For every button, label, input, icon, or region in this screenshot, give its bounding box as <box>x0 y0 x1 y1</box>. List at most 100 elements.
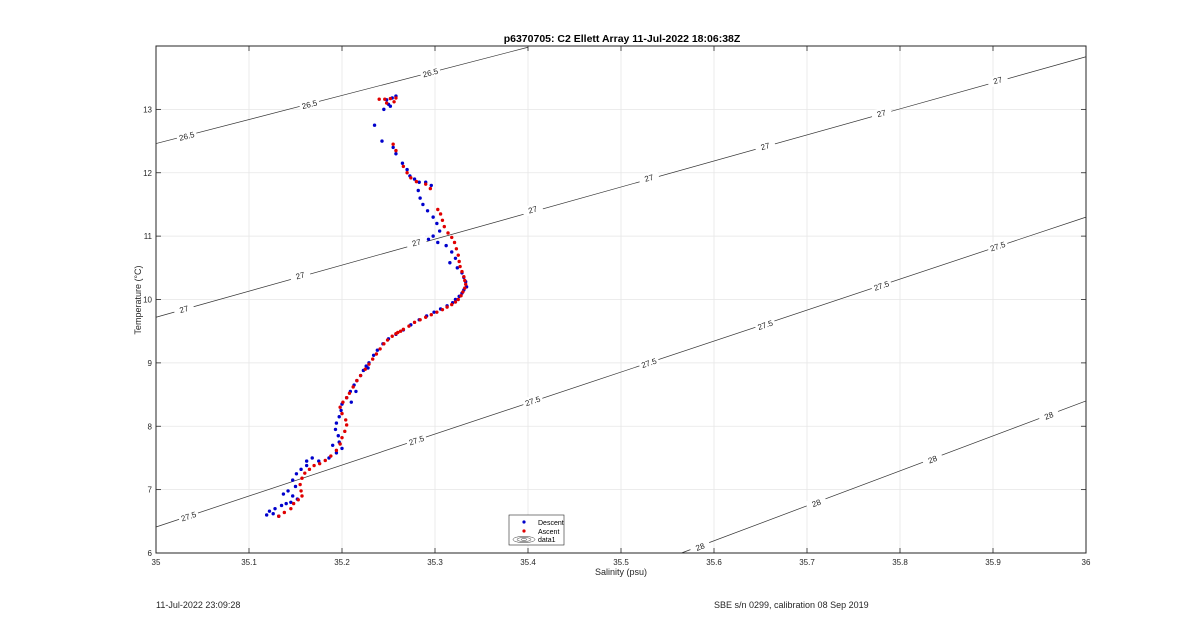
descent-point <box>375 348 380 352</box>
ascent-point <box>453 300 458 304</box>
isopycnal-label-bg <box>870 277 893 294</box>
ascent-point <box>296 498 300 502</box>
ascent-point <box>351 385 355 389</box>
descent-point <box>391 145 395 150</box>
grid <box>155 46 1087 554</box>
ascent-point <box>428 186 433 191</box>
isopycnal-label-bg <box>1037 407 1060 424</box>
descent-point <box>354 389 358 394</box>
data-points <box>264 94 469 518</box>
legend-ascent-label: Ascent <box>538 529 559 536</box>
descent-point <box>388 104 393 108</box>
ascent-point <box>463 286 467 290</box>
ascent-point <box>289 506 293 511</box>
isopycnal-label-bg <box>921 451 944 468</box>
x-tick-label: 35.6 <box>706 558 722 567</box>
descent-point <box>284 501 288 506</box>
descent-point <box>331 443 335 447</box>
descent-point <box>400 161 405 165</box>
descent-point <box>371 353 376 357</box>
descent-point <box>273 506 277 511</box>
isopycnal-label-bg <box>405 234 428 250</box>
ascent-point <box>383 97 387 101</box>
descent-point <box>334 421 339 425</box>
ascent-point <box>442 224 446 229</box>
ascent-point <box>460 269 464 274</box>
descent-point <box>372 123 377 127</box>
ascent-point <box>378 347 382 351</box>
descent-point <box>333 427 338 432</box>
ascent-point <box>377 97 381 101</box>
ascent-point <box>424 182 428 186</box>
ascent-point <box>458 264 462 269</box>
isopycnal-line <box>155 56 1087 318</box>
ascent-point <box>459 293 463 298</box>
ascent-point <box>429 313 433 317</box>
descent-point <box>336 434 340 438</box>
ascent-point <box>407 324 411 328</box>
y-tick-label: 7 <box>148 486 153 495</box>
ascent-point <box>338 405 342 409</box>
ascent-point <box>390 334 394 338</box>
isopycnal-label-bg <box>805 494 828 512</box>
isopycnal-label-bg <box>870 105 893 121</box>
descent-point <box>349 400 353 404</box>
y-tick-label: 12 <box>143 169 152 178</box>
ascent-point <box>303 471 307 475</box>
ascent-point <box>401 164 406 169</box>
isopycnal-label: 27 <box>411 237 423 248</box>
y-tick-label: 6 <box>148 549 153 558</box>
ascent-point <box>405 171 409 175</box>
isopycnal-label-bg <box>419 65 442 80</box>
descent-point <box>267 509 272 513</box>
descent-point <box>286 489 290 493</box>
descent-point <box>432 310 436 314</box>
isopycnal-label-bg <box>637 354 660 371</box>
isopycnal-label: 27 <box>179 304 191 315</box>
isopycnal-label: 27 <box>295 270 307 281</box>
isopycnal-line <box>681 400 1087 554</box>
ascent-point <box>300 494 304 498</box>
isopycnal-label: 28 <box>927 454 939 466</box>
descent-point <box>339 408 343 413</box>
isopycnal-label: 27 <box>527 204 539 215</box>
ascent-point <box>298 482 302 487</box>
ascent-point <box>344 423 349 427</box>
legend-descent-marker <box>522 520 526 524</box>
ascent-point <box>392 100 396 104</box>
ascent-point <box>414 179 419 184</box>
ascent-point <box>394 332 398 336</box>
descent-point <box>281 492 286 496</box>
isopycnal-label-bg <box>172 301 195 317</box>
descent-point <box>450 250 454 254</box>
ascent-point <box>463 278 467 283</box>
legend[interactable]: Descent Ascent data1 <box>508 514 565 546</box>
descent-point <box>304 463 309 468</box>
ascent-point <box>363 367 367 371</box>
descent-point <box>417 180 421 184</box>
descent-point <box>382 107 386 112</box>
y-axis-label: Temperature (°C) <box>133 265 143 334</box>
isopycnal-label: 26.5 <box>178 130 196 143</box>
descent-point <box>380 139 384 143</box>
legend-box <box>508 514 565 546</box>
legend-data1-label: data1 <box>538 537 556 544</box>
isopycnal-label-bg <box>521 392 544 409</box>
x-tick-label: 36 <box>1082 558 1091 567</box>
isopycnal-label: 28 <box>811 497 823 509</box>
isopycnal-label-bg <box>754 138 777 154</box>
y-tick-label: 9 <box>148 359 153 368</box>
x-axis-label: Salinity (psu) <box>595 567 647 577</box>
ascent-point <box>454 247 459 251</box>
ascent-point <box>277 514 281 518</box>
descent-point <box>421 202 425 207</box>
ascent-point <box>450 302 454 307</box>
ascent-point <box>344 396 349 400</box>
ascent-point <box>317 461 322 466</box>
descent-point <box>431 215 435 219</box>
isopycnal-label: 28 <box>1043 410 1055 422</box>
isopycnal-label: 27 <box>644 173 656 184</box>
descent-point <box>405 167 409 172</box>
chart-title: p6370705: C2 Ellett Array 11-Jul-2022 18… <box>504 33 741 45</box>
